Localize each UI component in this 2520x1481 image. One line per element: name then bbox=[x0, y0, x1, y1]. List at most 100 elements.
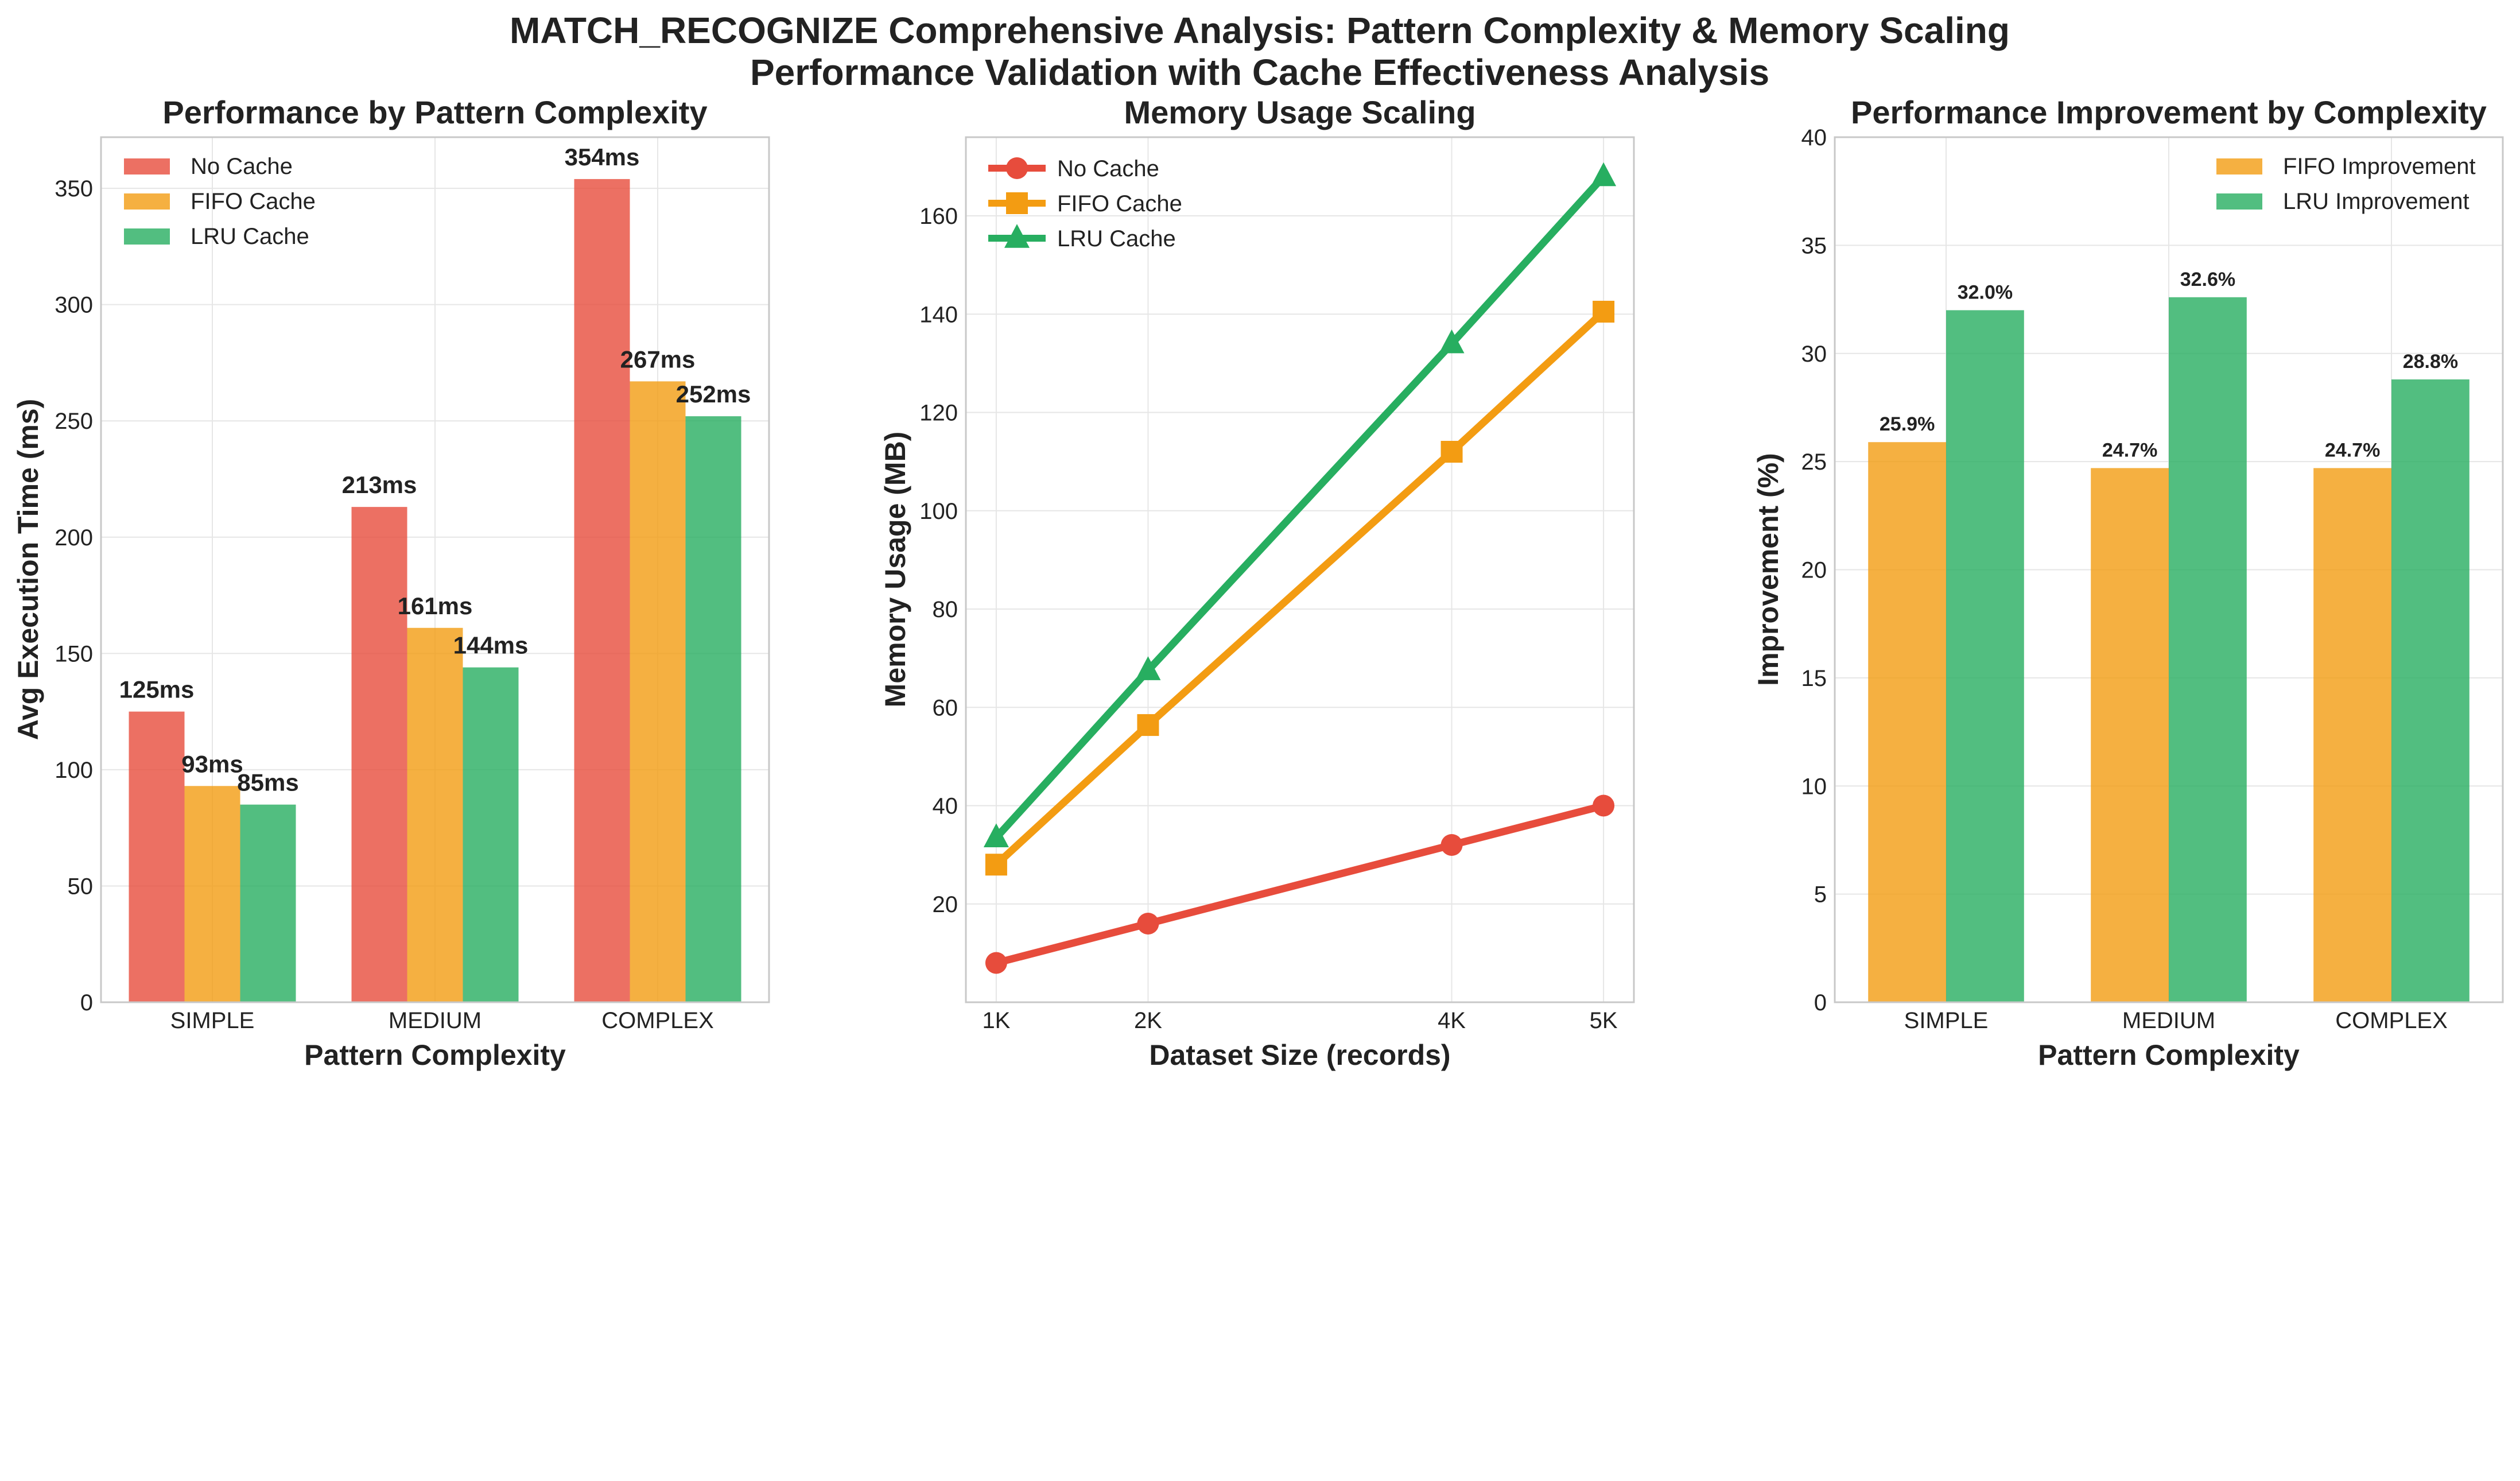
p1-bar-fifo-cache-complex bbox=[630, 381, 686, 1002]
p3-legend-swatch-lru-improvement bbox=[2216, 193, 2262, 210]
p3-bar-lru-improvement-simple bbox=[1946, 310, 2024, 1002]
p3-ytick-label: 40 bbox=[1801, 125, 1827, 150]
p3-legend-label-fifo-improvement: FIFO Improvement bbox=[2283, 154, 2476, 179]
p1-data-label-no-cache-medium: 213ms bbox=[342, 471, 417, 498]
p2-tick-labels: 20 40 60 80 100 120 140 160 1K 2K 4K 5K bbox=[919, 204, 1618, 1033]
p3-data-label-fifo-improvement-simple: 25.9% bbox=[1880, 413, 1935, 435]
p2-point-no-cache-2k bbox=[1137, 913, 1159, 935]
p1-ytick-label: 350 bbox=[55, 176, 93, 201]
p1-legend-swatch-no-cache bbox=[124, 158, 170, 175]
p2-legend-label-no-cache: No Cache bbox=[1057, 156, 1159, 181]
p2-series-lines bbox=[993, 174, 1606, 967]
p3-data-label-lru-improvement-complex: 28.8% bbox=[2403, 351, 2458, 373]
p2-legend-label-lru-cache: LRU Cache bbox=[1057, 226, 1176, 251]
p1-ytick-label: 150 bbox=[55, 641, 93, 666]
p2-gridlines bbox=[966, 137, 1634, 1002]
p3-bar-fifo-improvement-complex bbox=[2313, 468, 2391, 1002]
p3-bar-lru-improvement-medium bbox=[2169, 297, 2247, 1003]
p1-bar-no-cache-medium bbox=[351, 507, 407, 1002]
p2-ytick-label: 100 bbox=[919, 499, 958, 524]
p2-point-lru-cache-4k bbox=[1439, 329, 1465, 354]
p1-data-label-no-cache-simple: 125ms bbox=[119, 676, 195, 703]
p2-point-fifo-cache-1k bbox=[985, 854, 1007, 876]
p3-legend: FIFO Improvement LRU Improvement bbox=[2216, 154, 2476, 214]
p2-ytick-label: 80 bbox=[933, 597, 958, 622]
p3-data-labels: 25.9% 32.0% 24.7% 32.6% 24.7% 28.8% bbox=[1880, 269, 2458, 462]
p1-ytick-label: 0 bbox=[80, 990, 93, 1015]
p2-title: Memory Usage Scaling bbox=[1124, 94, 1475, 130]
p1-y-axis-label: Avg Execution Time (ms) bbox=[12, 399, 44, 740]
p1-ytick-label: 100 bbox=[55, 758, 93, 783]
p2-point-no-cache-1k bbox=[985, 952, 1007, 974]
p3-legend-label-lru-improvement: LRU Improvement bbox=[2283, 189, 2469, 214]
p1-legend-swatch-fifo-cache bbox=[124, 193, 170, 210]
p2-line-no-cache bbox=[995, 802, 1605, 967]
p3-legend-swatch-fifo-improvement bbox=[2216, 158, 2262, 175]
figure-title-line1: MATCH_RECOGNIZE Comprehensive Analysis: … bbox=[510, 10, 2010, 51]
p2-series-markers bbox=[983, 162, 1617, 974]
p1-bar-lru-cache-medium bbox=[463, 667, 519, 1002]
p2-legend-marker-no-cache bbox=[1006, 157, 1028, 179]
p3-title: Performance Improvement by Complexity bbox=[1851, 94, 2487, 130]
p3-xtick-label-complex: COMPLEX bbox=[2335, 1008, 2448, 1033]
p1-data-label-lru-cache-simple: 85ms bbox=[237, 769, 298, 796]
p1-title: Performance by Pattern Complexity bbox=[162, 94, 707, 130]
p3-xtick-label-medium: MEDIUM bbox=[2122, 1008, 2215, 1033]
p2-xtick-label-5k: 5K bbox=[1590, 1008, 1618, 1033]
p3-plot-frame bbox=[1834, 136, 2504, 1003]
p3-bar-fifo-improvement-simple bbox=[1868, 442, 1946, 1002]
p3-ytick-label: 15 bbox=[1801, 666, 1827, 691]
p2-xtick-label-4k: 4K bbox=[1438, 1008, 1466, 1033]
p3-data-label-fifo-improvement-complex: 24.7% bbox=[2325, 439, 2380, 461]
p2-x-axis-label: Dataset Size (records) bbox=[1149, 1039, 1450, 1071]
p1-data-label-fifo-cache-medium: 161ms bbox=[398, 592, 473, 619]
p2-ytick-label: 120 bbox=[919, 401, 958, 426]
p3-tick-labels: 0 5 10 15 20 25 30 35 40 SIMPLE MEDIUM COMPLEX bbox=[1801, 125, 2448, 1033]
p2-legend-marker-lru-cache bbox=[1004, 224, 1030, 248]
p2-line-lru-cache bbox=[993, 174, 1606, 840]
p1-xtick-label-medium: MEDIUM bbox=[389, 1008, 482, 1033]
p1-data-label-lru-cache-complex: 252ms bbox=[676, 381, 751, 408]
p1-legend-swatch-lru-cache bbox=[124, 228, 170, 245]
p1-legend: No Cache FIFO Cache LRU Cache bbox=[124, 154, 316, 249]
p1-bars bbox=[129, 179, 741, 1003]
p3-ytick-label: 30 bbox=[1801, 342, 1827, 367]
p1-bar-fifo-cache-simple bbox=[184, 786, 240, 1002]
p3-ytick-label: 35 bbox=[1801, 233, 1827, 258]
p1-legend-label-lru-cache: LRU Cache bbox=[191, 224, 309, 249]
p3-data-label-lru-improvement-medium: 32.6% bbox=[2180, 269, 2235, 290]
figure-title-line2: Performance Validation with Cache Effect… bbox=[750, 52, 1769, 93]
p1-plot-frame bbox=[100, 136, 770, 1003]
p2-line-fifo-cache bbox=[993, 309, 1606, 868]
p1-tick-labels: 0 50 100 150 200 250 300 350 SIMPLE MEDIUM COMPLEX bbox=[55, 176, 714, 1033]
p1-xtick-label-complex: COMPLEX bbox=[601, 1008, 714, 1033]
p3-data-label-fifo-improvement-medium: 24.7% bbox=[2102, 439, 2157, 461]
memory-usage-chart: 20 40 60 80 100 120 140 160 1K 2K 4K 5K Memory Usag… bbox=[879, 94, 1635, 1071]
p3-ytick-label: 10 bbox=[1801, 774, 1827, 799]
p2-point-fifo-cache-5k bbox=[1593, 300, 1615, 323]
p2-y-axis-label: Memory Usage (MB) bbox=[879, 432, 911, 708]
p2-xtick-label-2k: 2K bbox=[1134, 1008, 1162, 1033]
p2-point-lru-cache-5k bbox=[1591, 162, 1617, 187]
p2-ytick-label: 140 bbox=[919, 302, 958, 327]
p1-ytick-label: 50 bbox=[68, 874, 94, 899]
p2-plot-frame bbox=[965, 136, 1635, 1003]
p1-ytick-label: 200 bbox=[55, 525, 93, 550]
p1-legend-label-no-cache: No Cache bbox=[191, 154, 293, 179]
p3-xtick-label-simple: SIMPLE bbox=[1904, 1008, 1989, 1033]
p2-ytick-label: 40 bbox=[933, 794, 958, 819]
p3-bar-lru-improvement-complex bbox=[2391, 379, 2469, 1003]
p1-data-label-fifo-cache-simple: 93ms bbox=[181, 750, 243, 777]
p2-legend-marker-fifo-cache bbox=[1006, 192, 1028, 214]
p2-ytick-label: 20 bbox=[933, 892, 958, 917]
p3-ytick-label: 5 bbox=[1814, 882, 1827, 908]
p2-xtick-label-1k: 1K bbox=[982, 1008, 1010, 1033]
p3-bar-fifo-improvement-medium bbox=[2091, 468, 2169, 1002]
p2-point-fifo-cache-2k bbox=[1137, 714, 1159, 736]
p1-x-axis-label: Pattern Complexity bbox=[304, 1039, 566, 1071]
p3-ytick-label: 20 bbox=[1801, 558, 1827, 583]
p3-x-axis-label: Pattern Complexity bbox=[2038, 1039, 2300, 1071]
improvement-chart: 25.9% 32.0% 24.7% 32.6% 24.7% 28.8% 0 5 10 15 20 2… bbox=[1752, 94, 2504, 1071]
